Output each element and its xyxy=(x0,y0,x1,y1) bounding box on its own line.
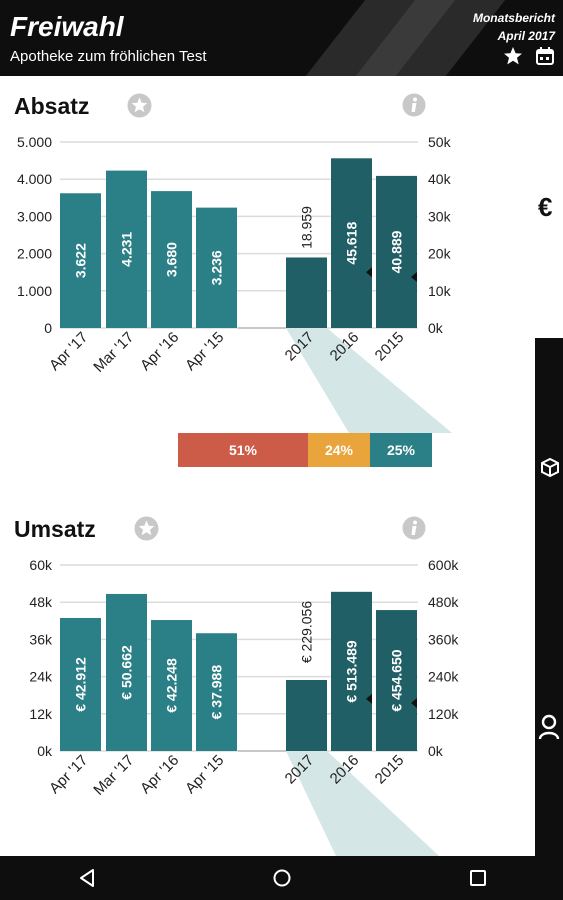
comparison-marker xyxy=(366,693,372,704)
bar xyxy=(106,593,147,751)
x-tick-label: 2015 xyxy=(372,752,408,788)
app-title: Freiwahl xyxy=(10,11,124,42)
bar xyxy=(196,207,237,328)
projection-band xyxy=(286,751,439,856)
bar xyxy=(331,591,372,751)
bar xyxy=(376,175,417,328)
bar-value-label: 3.622 xyxy=(73,243,89,278)
split-segment xyxy=(178,433,308,467)
bar-value-label: € 229.056 xyxy=(299,601,315,663)
y-tick-label-right: 40k xyxy=(428,171,452,187)
bar xyxy=(60,193,101,328)
split-percentage-label: 51% xyxy=(229,442,258,458)
y-tick-label-right: 0k xyxy=(428,320,444,336)
x-tick-label: Apr '16 xyxy=(137,752,182,797)
bar xyxy=(286,679,327,751)
split-segment xyxy=(308,433,370,467)
bar xyxy=(331,158,372,328)
x-tick-label: Apr '15 xyxy=(182,329,227,374)
bar-value-label: 18.959 xyxy=(299,206,315,249)
person-icon[interactable] xyxy=(538,714,560,745)
bar-value-label: € 42.912 xyxy=(73,657,89,712)
x-tick-label: Apr '15 xyxy=(182,752,227,797)
x-tick-label: Apr '17 xyxy=(46,752,91,797)
star-icon[interactable] xyxy=(503,46,523,66)
bar-value-label: 40.889 xyxy=(389,230,405,273)
bar-value-label: € 454.650 xyxy=(389,649,405,711)
y-tick-label-right: 0k xyxy=(428,743,444,759)
projection-band xyxy=(286,328,452,433)
cube-icon[interactable] xyxy=(539,456,561,483)
section-title-umsatz: Umsatz xyxy=(14,516,96,542)
y-tick-label-right: 20k xyxy=(428,246,452,262)
bar xyxy=(286,257,327,328)
y-tick-label-left: 36k xyxy=(29,631,53,647)
y-tick-label-right: 120k xyxy=(428,706,459,722)
comparison-marker xyxy=(366,267,372,278)
y-tick-label-left: 48k xyxy=(29,594,53,610)
bar-value-label: 4.231 xyxy=(119,232,135,267)
y-tick-label-left: 2.000 xyxy=(17,246,52,262)
bar xyxy=(151,191,192,328)
x-tick-label: Apr '16 xyxy=(137,329,182,374)
y-tick-label-left: 24k xyxy=(29,669,53,685)
y-tick-label-left: 0k xyxy=(37,743,53,759)
y-tick-label-right: 240k xyxy=(428,669,459,685)
split-percentage-label: 25% xyxy=(387,442,416,458)
bar-value-label: 45.618 xyxy=(344,222,360,265)
bar-value-label: € 37.988 xyxy=(209,665,225,720)
bar xyxy=(151,620,192,751)
calendar-icon[interactable] xyxy=(535,46,555,66)
y-tick-label-left: 3.000 xyxy=(17,208,52,224)
recent-apps-icon[interactable] xyxy=(466,866,490,890)
bar xyxy=(60,617,101,751)
system-navigation-bar xyxy=(0,856,563,900)
bar-value-label: € 513.489 xyxy=(344,640,360,702)
info-icon[interactable] xyxy=(402,93,426,122)
favorite-star-icon[interactable] xyxy=(134,516,159,546)
x-tick-label: Mar '17 xyxy=(90,752,137,799)
home-icon[interactable] xyxy=(270,866,294,890)
y-tick-label-left: 5.000 xyxy=(17,134,52,150)
bar xyxy=(106,170,147,328)
report-title: Monatsbericht xyxy=(472,11,555,25)
back-icon[interactable] xyxy=(76,866,100,890)
split-percentage-label: 24% xyxy=(325,442,354,458)
x-tick-label: Mar '17 xyxy=(90,329,137,376)
bar xyxy=(376,610,417,751)
y-tick-label-left: 0 xyxy=(44,320,52,336)
y-tick-label-right: 480k xyxy=(428,594,459,610)
bar xyxy=(196,633,237,751)
y-tick-label-left: 12k xyxy=(29,706,53,722)
y-tick-label-right: 10k xyxy=(428,283,452,299)
x-tick-label: 2015 xyxy=(372,329,408,365)
bar-value-label: 3.680 xyxy=(164,242,180,277)
y-tick-label-left: 60k xyxy=(29,557,53,573)
side-toolbar xyxy=(535,338,563,856)
section-title-absatz: Absatz xyxy=(14,93,90,119)
comparison-marker xyxy=(411,697,417,708)
bar-value-label: € 42.248 xyxy=(164,658,180,713)
y-tick-label-left: 1.000 xyxy=(17,283,52,299)
charts-canvas: 0 1.000 2.000 3.000 4.000 5.000 0k 10k 20k 30k 40k… xyxy=(17,134,459,856)
report-date[interactable]: April 2017 xyxy=(497,29,555,43)
currency-toggle[interactable]: € xyxy=(538,192,553,222)
info-icon[interactable] xyxy=(402,516,426,545)
x-tick-label: Apr '17 xyxy=(46,329,91,374)
bar-value-label: 3.236 xyxy=(209,250,225,285)
y-tick-label-right: 600k xyxy=(428,557,459,573)
app-header: Freiwahl Apotheke zum fröhlichen Test Mo… xyxy=(0,0,563,76)
bar-value-label: € 50.662 xyxy=(119,645,135,700)
pharmacy-name: Apotheke zum fröhlichen Test xyxy=(10,48,207,65)
split-segment xyxy=(370,433,432,467)
comparison-marker xyxy=(411,272,417,283)
favorite-star-icon[interactable] xyxy=(127,93,152,123)
y-tick-label-right: 360k xyxy=(428,631,459,647)
y-tick-label-right: 30k xyxy=(428,208,452,224)
y-tick-label-left: 4.000 xyxy=(17,171,52,187)
y-tick-label-right: 50k xyxy=(428,134,452,150)
